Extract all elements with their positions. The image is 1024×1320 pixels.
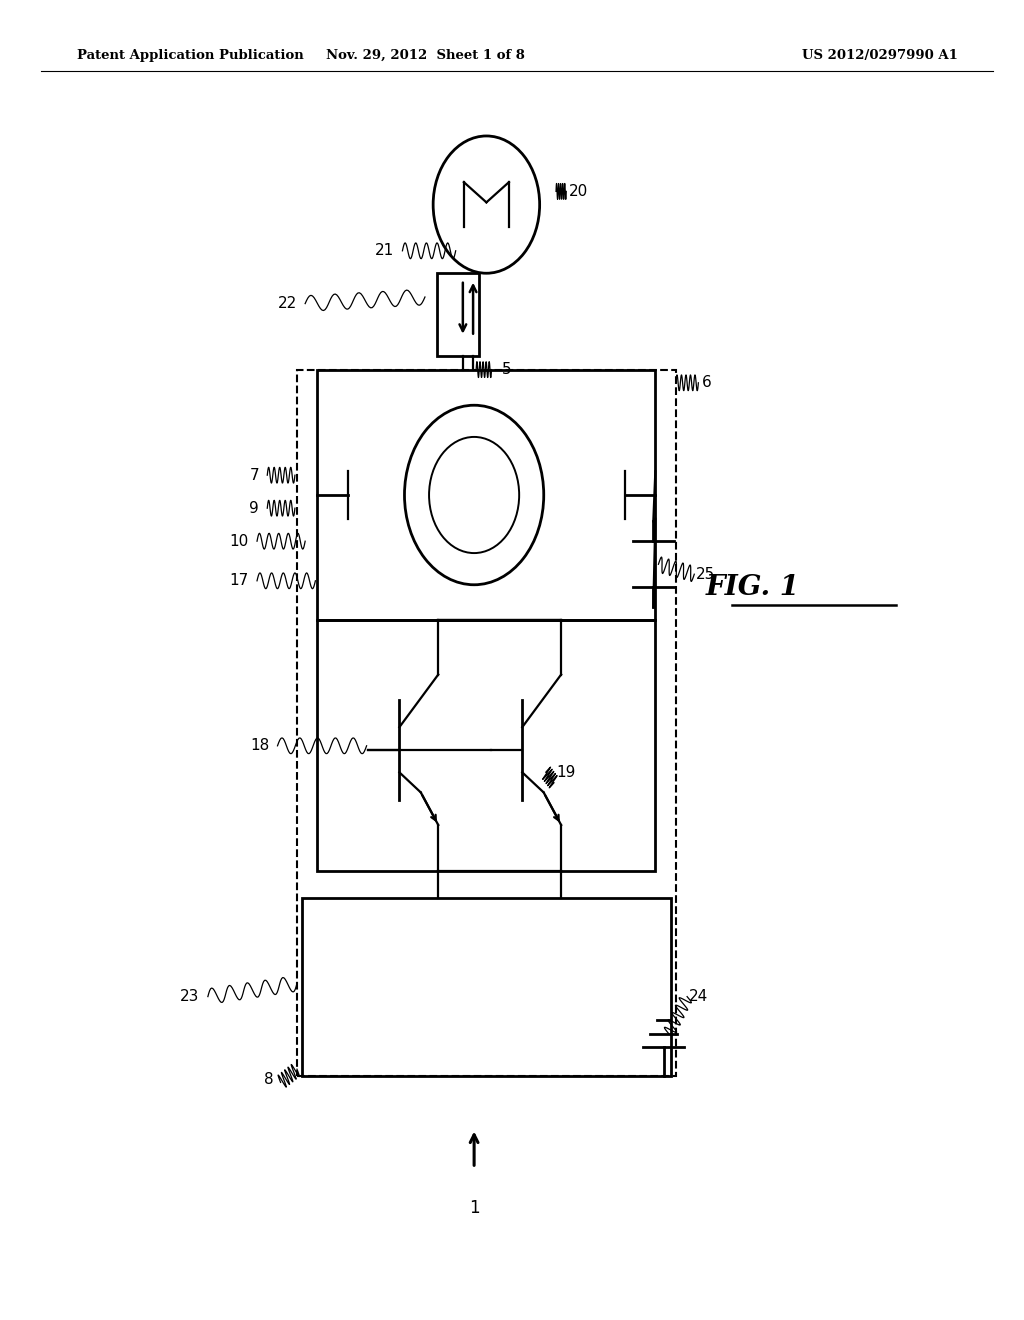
Text: 25: 25: [696, 566, 716, 582]
Bar: [297, 370, 676, 1076]
Text: 23: 23: [180, 989, 200, 1005]
Text: 9: 9: [249, 500, 259, 516]
Bar: [317, 620, 655, 871]
Text: 22: 22: [278, 296, 297, 312]
Bar: [302, 898, 671, 1076]
Bar: [317, 370, 655, 620]
Bar: [437, 273, 479, 356]
Text: Nov. 29, 2012  Sheet 1 of 8: Nov. 29, 2012 Sheet 1 of 8: [326, 49, 524, 62]
Text: 17: 17: [229, 573, 249, 589]
Text: 19: 19: [556, 764, 575, 780]
Text: 5: 5: [502, 362, 511, 378]
Text: 8: 8: [264, 1072, 273, 1088]
Text: 20: 20: [569, 183, 589, 199]
Text: 7: 7: [250, 467, 259, 483]
Text: 18: 18: [250, 738, 269, 754]
Text: 1: 1: [469, 1199, 479, 1217]
Text: Patent Application Publication: Patent Application Publication: [77, 49, 303, 62]
Text: 21: 21: [375, 243, 394, 259]
Text: 24: 24: [689, 989, 709, 1005]
Text: FIG. 1: FIG. 1: [706, 574, 800, 601]
Text: US 2012/0297990 A1: US 2012/0297990 A1: [802, 49, 957, 62]
Text: 10: 10: [229, 533, 249, 549]
Text: 6: 6: [701, 375, 712, 391]
